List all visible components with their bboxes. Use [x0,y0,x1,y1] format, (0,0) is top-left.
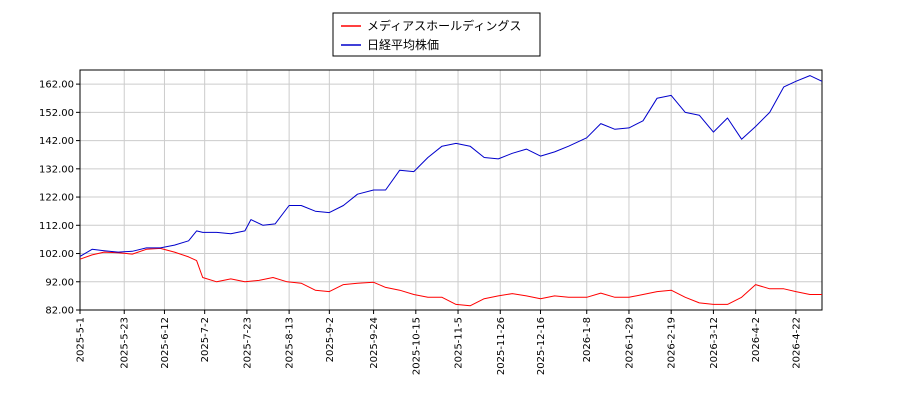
x-tick-label: 2026-4-22 [791,317,802,369]
x-axis: 2025-5-1 2025-5-23 2025-6-12 2025-7-2 2025-7… [76,310,802,375]
y-tick-label: 132.00 [39,164,74,175]
y-tick-label: 162.00 [39,80,74,91]
y-tick-label: 82.00 [45,306,74,317]
x-tick-label: 2025-7-2 [200,317,211,362]
x-tick-label: 2025-9-24 [369,317,380,369]
x-tick-label: 2025-12-16 [536,317,547,375]
x-tick-label: 2025-8-13 [285,317,296,369]
series-lines [79,75,823,307]
x-tick-label: 2025-11-5 [454,317,465,369]
y-tick-label: 112.00 [39,221,74,232]
legend-box [332,12,541,57]
y-tick-label: 142.00 [39,136,74,147]
x-tick-label: 2025-11-26 [496,317,507,375]
x-tick-label: 2026-4-2 [751,317,762,362]
y-tick-label: 152.00 [39,108,74,119]
x-tick-label: 2026-3-12 [709,317,720,369]
grid-lines [79,70,822,311]
x-tick-label: 2026-1-29 [624,317,635,369]
x-tick-label: 2025-9-2 [325,317,336,362]
x-tick-label: 2025-5-23 [120,317,131,369]
plot-area [79,69,823,311]
y-axis: 82.00 92.00 102.00 112.00 122.00 132.00 142.00… [39,80,80,317]
legend-entry: 日経平均株価 [367,37,439,52]
x-tick-label: 2025-7-23 [242,317,253,369]
x-tick-label: 2025-10-15 [411,317,422,375]
series-line-1 [79,75,823,257]
y-tick-label: 92.00 [45,277,74,288]
y-tick-label: 102.00 [39,249,74,260]
x-tick-label: 2026-2-19 [667,317,678,369]
x-tick-label: 2025-5-1 [76,317,87,362]
legend-entry: メディアスホールディングス [367,18,521,33]
x-tick-label: 2025-6-12 [160,317,171,369]
y-tick-label: 122.00 [39,193,74,204]
series-line-0 [79,247,822,307]
x-tick-label: 2026-1-8 [582,317,593,362]
